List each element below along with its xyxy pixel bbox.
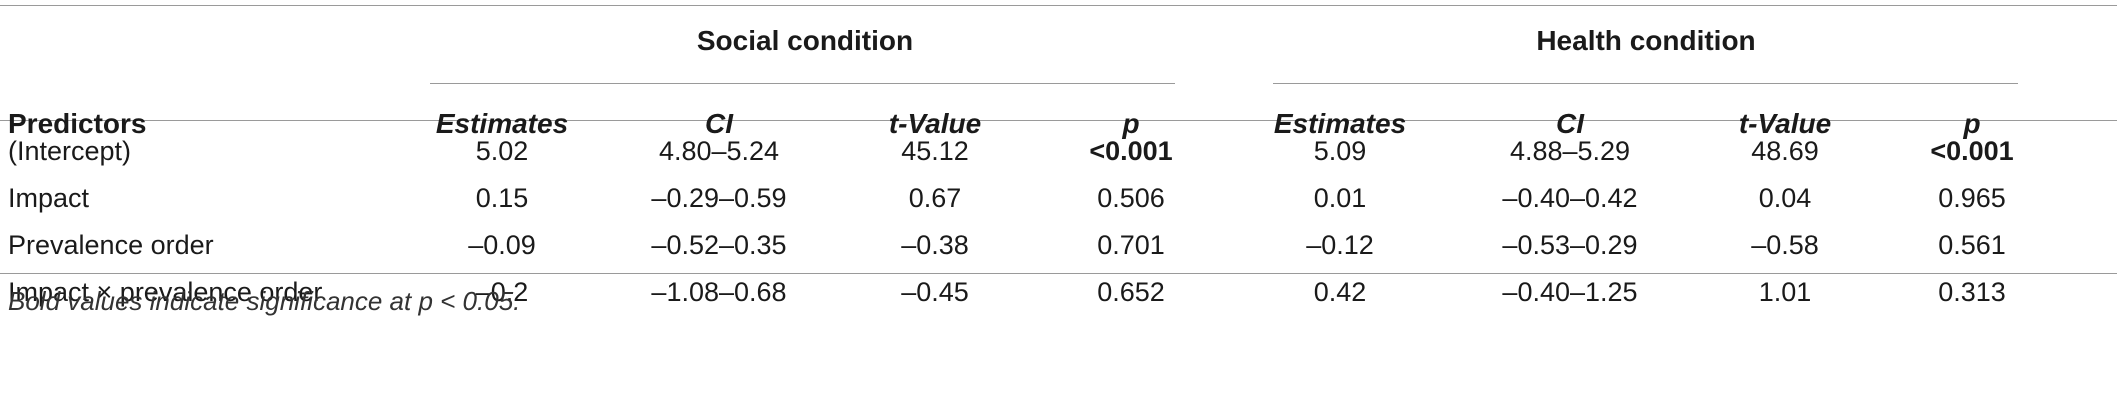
health-group-rule: [1273, 83, 2018, 84]
table-cell: –0.09: [468, 230, 536, 260]
social-group-rule: [430, 83, 1175, 84]
table-cell: 48.69: [1751, 136, 1819, 166]
row-label: (Intercept): [8, 136, 132, 166]
table-cell: –0.45: [901, 277, 969, 307]
col-header-social-t-value: t-Value: [888, 108, 982, 139]
table-cell: 0.506: [1097, 183, 1165, 213]
table-cell: 4.88–5.29: [1509, 136, 1631, 166]
table-cell: –0.38: [901, 230, 969, 260]
table-cell: 0.561: [1938, 230, 2006, 260]
table-cell: 0.01: [1313, 183, 1367, 213]
table-cell: –0.2: [475, 277, 529, 307]
table-cell: 1.01: [1758, 277, 1812, 307]
table-cell: 5.09: [1313, 136, 1367, 166]
table-cell: 0.04: [1758, 183, 1812, 213]
col-header-social-p: p: [1122, 108, 1140, 139]
table-cell: 0.313: [1938, 277, 2006, 307]
table-cell: 4.80–5.24: [658, 136, 780, 166]
header-rule: [0, 120, 2117, 121]
row-label: Impact × prevalence order: [8, 277, 323, 307]
table-cell: –0.58: [1751, 230, 1819, 260]
table-cell: 0.701: [1097, 230, 1165, 260]
table-cell: <0.001: [1930, 136, 2014, 166]
table-cell: –0.12: [1306, 230, 1374, 260]
group-header-health: Health condition: [1536, 25, 1756, 56]
col-header-health-estimates: Estimates: [1273, 108, 1407, 139]
group-header-social: Social condition: [696, 25, 914, 56]
table-cell: –1.08–0.68: [651, 277, 787, 307]
table-cell: –0.29–0.59: [651, 183, 787, 213]
col-header-health-p: p: [1963, 108, 1981, 139]
table-cell: 0.42: [1313, 277, 1367, 307]
row-label: Impact: [8, 183, 90, 213]
table-cell: 0.652: [1097, 277, 1165, 307]
col-header-social-ci: CI: [705, 108, 733, 139]
col-header-health-t-value: t-Value: [1738, 108, 1832, 139]
top-rule: [0, 5, 2117, 6]
predictors-header: Predictors: [8, 108, 147, 139]
table-cell: 0.67: [908, 183, 962, 213]
col-header-social-estimates: Estimates: [435, 108, 569, 139]
row-label: Prevalence order: [8, 230, 214, 260]
col-header-health-ci: CI: [1556, 108, 1584, 139]
table-cell: <0.001: [1089, 136, 1173, 166]
table-cell: 0.965: [1938, 183, 2006, 213]
table-cell: –0.40–1.25: [1502, 277, 1638, 307]
table-cell: 45.12: [901, 136, 969, 166]
table-cell: –0.53–0.29: [1502, 230, 1638, 260]
table-cell: –0.40–0.42: [1502, 183, 1638, 213]
table-cell: –0.52–0.35: [651, 230, 787, 260]
table-cell: 0.15: [475, 183, 529, 213]
table-footnote: Bold values indicate significance at p <…: [8, 286, 521, 316]
bottom-rule: [0, 273, 2117, 274]
table-cell: 5.02: [475, 136, 529, 166]
